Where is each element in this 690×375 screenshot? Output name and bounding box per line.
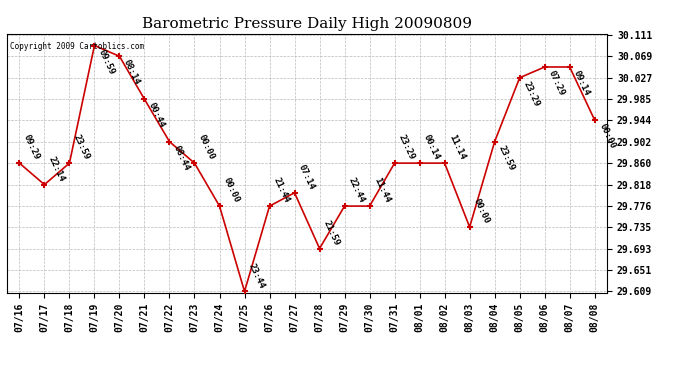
Text: 11:44: 11:44 — [372, 176, 392, 204]
Text: 00:00: 00:00 — [197, 134, 217, 162]
Text: 23:29: 23:29 — [397, 134, 417, 162]
Text: 08:44: 08:44 — [172, 144, 192, 172]
Text: 09:29: 09:29 — [22, 134, 41, 162]
Text: 23:29: 23:29 — [522, 80, 542, 108]
Text: 09:59: 09:59 — [97, 48, 117, 76]
Text: 00:00: 00:00 — [472, 197, 492, 225]
Title: Barometric Pressure Daily High 20090809: Barometric Pressure Daily High 20090809 — [142, 17, 472, 31]
Text: 11:14: 11:14 — [447, 134, 466, 162]
Text: 23:59: 23:59 — [72, 134, 92, 162]
Text: 23:59: 23:59 — [497, 144, 517, 172]
Text: 00:00: 00:00 — [598, 122, 617, 150]
Text: 21:59: 21:59 — [322, 219, 342, 247]
Text: Copyright 2009 Cartoblics.com: Copyright 2009 Cartoblics.com — [10, 42, 144, 51]
Text: 21:44: 21:44 — [272, 176, 292, 204]
Text: 23:44: 23:44 — [247, 262, 266, 290]
Text: 00:00: 00:00 — [222, 176, 242, 204]
Text: 22:44: 22:44 — [347, 176, 366, 204]
Text: 00:14: 00:14 — [422, 134, 442, 162]
Text: 00:44: 00:44 — [147, 101, 166, 129]
Text: 08:14: 08:14 — [122, 58, 141, 87]
Text: 07:29: 07:29 — [547, 69, 566, 97]
Text: 09:14: 09:14 — [572, 69, 592, 97]
Text: 22:14: 22:14 — [47, 155, 66, 183]
Text: 07:14: 07:14 — [297, 163, 317, 191]
